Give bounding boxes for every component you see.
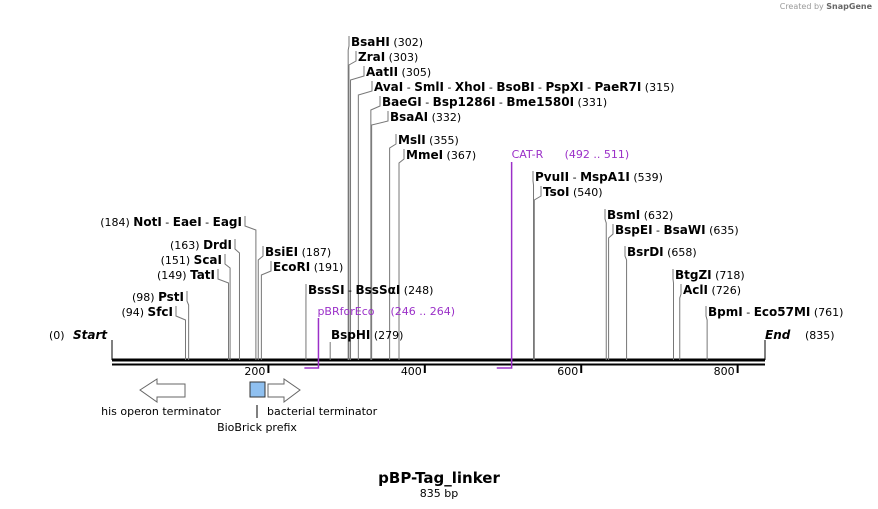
his-operon-terminator-arrow[interactable] xyxy=(139,378,186,403)
plasmid-map: (0) Start End (835) 200 400 600 800 BsaHI (302)Z… xyxy=(49,35,843,434)
site-line-BsiEI xyxy=(257,246,264,360)
tick-label-600: 600 xyxy=(557,365,578,378)
site-line-NotI xyxy=(244,216,257,360)
his-operon-terminator-label: his operon terminator xyxy=(101,405,221,418)
site-label-TatI[interactable]: (149) TatI xyxy=(157,268,215,282)
site-label-MslI[interactable]: MslI (355) xyxy=(398,133,459,147)
site-label-ZraI[interactable]: ZraI (303) xyxy=(358,50,418,64)
map-length: 835 bp xyxy=(419,487,459,500)
site-label-BspEI[interactable]: BspEI - BsaWI (635) xyxy=(615,223,739,237)
primer-cat-r-range: (492 .. 511) xyxy=(565,148,630,161)
site-label-ScaI[interactable]: (151) ScaI xyxy=(161,253,222,267)
snapgene-credit: Created by SnapGene xyxy=(780,2,872,11)
site-label-DrdI[interactable]: (163) DrdI xyxy=(170,238,232,252)
biobrick-prefix-label: BioBrick prefix xyxy=(217,421,297,434)
site-label-MmeI[interactable]: MmeI (367) xyxy=(406,148,476,162)
site-line-AatII xyxy=(350,66,365,360)
primer-pbrforeco-range: (246 .. 264) xyxy=(390,305,455,318)
site-label-PvuII[interactable]: PvuII - MspA1I (539) xyxy=(535,170,663,184)
map-title: pBP-Tag_linker xyxy=(378,469,500,487)
site-line-TatI xyxy=(217,269,230,360)
site-line-ScaI xyxy=(224,254,231,360)
site-line-BsaAI xyxy=(371,111,389,360)
primer-pbrforeco-label: pBRforEco xyxy=(317,305,374,318)
snapgene-logo: SnapGene xyxy=(826,2,872,11)
end-label: End xyxy=(765,328,791,342)
site-label-AclI[interactable]: AclI (726) xyxy=(683,283,741,297)
site-label-BsiEI[interactable]: BsiEI (187) xyxy=(265,245,331,259)
site-line-BsrDI xyxy=(624,246,628,360)
tick-label-800: 800 xyxy=(714,365,735,378)
site-line-ZraI xyxy=(348,51,357,360)
site-line-BspEI xyxy=(608,224,614,360)
site-line-TsoI xyxy=(533,186,542,360)
site-line-BaeGI xyxy=(370,96,381,360)
site-line-EcoRI xyxy=(260,261,272,360)
site-line-PstI xyxy=(186,291,190,360)
primer-cat-r-arrow[interactable] xyxy=(496,162,513,369)
site-line-BtgZI xyxy=(672,269,675,360)
site-label-AatII[interactable]: AatII (305) xyxy=(366,65,431,79)
site-label-BsaHI[interactable]: BsaHI (302) xyxy=(351,35,423,49)
site-label-PstI[interactable]: (98) PstI xyxy=(132,290,184,304)
site-label-SfcI[interactable]: (94) SfcI xyxy=(121,305,173,319)
site-label-BsaAI[interactable]: BsaAI (332) xyxy=(390,110,461,124)
site-line-MmeI xyxy=(398,149,405,360)
start-label: Start xyxy=(73,328,108,342)
site-label-BsmI[interactable]: BsmI (632) xyxy=(607,208,673,222)
site-label-BpmI[interactable]: BpmI - Eco57MI (761) xyxy=(708,305,843,319)
tick-label-200: 200 xyxy=(244,365,265,378)
site-line-MslI xyxy=(389,134,397,360)
bacterial-terminator-arrow[interactable] xyxy=(267,378,301,403)
site-label-BaeGI[interactable]: BaeGI - Bsp1286I - Bme1580I (331) xyxy=(382,95,607,109)
site-line-AvaI xyxy=(357,81,373,360)
site-label-BsrDI[interactable]: BsrDI (658) xyxy=(627,245,697,259)
site-line-DrdI xyxy=(234,239,240,360)
site-line-BsmI xyxy=(604,209,607,360)
primer-pbrforeco-arrow[interactable] xyxy=(304,318,320,369)
bacterial-terminator-label: bacterial terminator xyxy=(267,405,378,418)
end-position-label: (835) xyxy=(805,329,835,342)
site-label-AvaI[interactable]: AvaI - SmlI - XhoI - BsoBI - PspXI - Pae… xyxy=(374,80,674,94)
site-label-BssSI[interactable]: BssSI - BssSαI (248) xyxy=(308,283,433,297)
tick-label-400: 400 xyxy=(401,365,422,378)
site-line-SfcI xyxy=(175,306,187,360)
site-line-BsaHI xyxy=(347,36,350,360)
credit-prefix: Created by xyxy=(779,2,824,11)
site-label-TsoI[interactable]: TsoI (540) xyxy=(543,185,603,199)
site-line-BpmI xyxy=(705,306,708,360)
site-label-NotI[interactable]: (184) NotI - EaeI - EagI xyxy=(100,215,242,229)
biobrick-prefix-box[interactable] xyxy=(249,381,266,398)
site-line-PvuII xyxy=(532,171,535,360)
site-label-BspHI[interactable]: BspHI (279) xyxy=(331,328,403,342)
start-position-label: (0) xyxy=(49,329,65,342)
site-line-AclI xyxy=(679,284,682,360)
site-label-BtgZI[interactable]: BtgZI (718) xyxy=(675,268,745,282)
site-label-EcoRI[interactable]: EcoRI (191) xyxy=(273,260,343,274)
primer-cat-r-label: CAT-R xyxy=(512,148,544,161)
